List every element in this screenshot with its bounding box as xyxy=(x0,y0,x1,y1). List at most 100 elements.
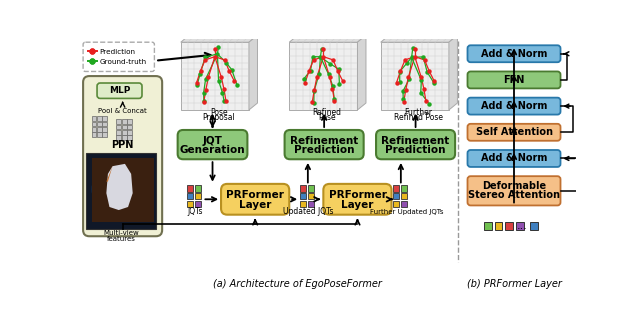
FancyBboxPatch shape xyxy=(178,130,248,159)
Bar xyxy=(531,222,538,230)
Bar xyxy=(102,132,107,137)
Bar xyxy=(187,201,193,207)
Text: Further: Further xyxy=(404,108,433,117)
Bar xyxy=(187,193,193,199)
Bar xyxy=(116,130,121,135)
Polygon shape xyxy=(106,166,113,182)
Bar xyxy=(97,127,102,131)
Text: Generation: Generation xyxy=(180,145,245,155)
Text: Updated JQTs: Updated JQTs xyxy=(283,207,333,216)
FancyBboxPatch shape xyxy=(97,83,142,98)
Text: PRFormer: PRFormer xyxy=(226,190,284,200)
Bar xyxy=(506,222,513,230)
Polygon shape xyxy=(106,164,132,210)
Bar xyxy=(401,185,407,192)
Text: Refinement: Refinement xyxy=(381,136,450,146)
Text: Stereo Attention: Stereo Attention xyxy=(468,190,560,200)
FancyBboxPatch shape xyxy=(83,76,162,236)
FancyBboxPatch shape xyxy=(467,124,561,141)
Text: ...: ... xyxy=(517,221,528,231)
Text: Layer: Layer xyxy=(341,200,374,210)
Text: JQTs: JQTs xyxy=(187,207,202,216)
Text: Prediction: Prediction xyxy=(99,49,136,55)
Text: Prediction: Prediction xyxy=(385,145,446,155)
Bar xyxy=(401,201,407,207)
Bar xyxy=(102,116,107,121)
Circle shape xyxy=(92,160,150,218)
Bar xyxy=(92,122,96,126)
Bar xyxy=(92,127,96,131)
Bar xyxy=(97,132,102,137)
Text: PPN: PPN xyxy=(111,141,134,150)
Bar xyxy=(127,130,132,135)
FancyBboxPatch shape xyxy=(323,184,392,215)
Text: Pool & Concat: Pool & Concat xyxy=(99,108,147,114)
Text: Refined Pose: Refined Pose xyxy=(394,113,443,122)
FancyBboxPatch shape xyxy=(467,45,561,62)
Bar xyxy=(308,193,314,199)
Bar xyxy=(187,185,193,192)
Bar xyxy=(92,116,96,121)
Polygon shape xyxy=(381,35,458,42)
Text: Add & Norm: Add & Norm xyxy=(481,101,547,111)
Bar xyxy=(393,185,399,192)
Bar xyxy=(102,127,107,131)
Polygon shape xyxy=(249,35,257,110)
Polygon shape xyxy=(289,35,366,42)
Text: features: features xyxy=(107,236,136,242)
Bar xyxy=(122,125,127,129)
Text: Layer: Layer xyxy=(239,200,271,210)
Text: Ground-truth: Ground-truth xyxy=(99,59,147,65)
Bar xyxy=(308,201,314,207)
Bar xyxy=(86,153,156,229)
Text: Prediction: Prediction xyxy=(294,145,355,155)
Bar xyxy=(401,193,407,199)
Text: Refinement: Refinement xyxy=(290,136,358,146)
FancyBboxPatch shape xyxy=(285,130,364,159)
Text: (b) PRFormer Layer: (b) PRFormer Layer xyxy=(467,279,561,289)
Bar xyxy=(195,201,201,207)
Text: Further Updated JQTs: Further Updated JQTs xyxy=(371,209,444,215)
Polygon shape xyxy=(180,35,257,42)
Bar xyxy=(381,42,449,110)
Text: Refined: Refined xyxy=(313,108,342,117)
Polygon shape xyxy=(449,35,458,110)
Bar xyxy=(300,193,307,199)
Text: JQT: JQT xyxy=(203,136,223,146)
Bar xyxy=(102,122,107,126)
Bar xyxy=(484,222,492,230)
Text: Proposal: Proposal xyxy=(202,113,235,122)
Bar xyxy=(122,119,127,124)
Bar xyxy=(127,125,132,129)
Text: Deformable: Deformable xyxy=(482,181,546,191)
FancyBboxPatch shape xyxy=(467,150,561,167)
Polygon shape xyxy=(358,35,366,110)
Bar xyxy=(195,193,201,199)
Bar xyxy=(122,135,127,140)
Bar xyxy=(195,185,201,192)
Bar xyxy=(393,201,399,207)
Text: MLP: MLP xyxy=(109,86,130,95)
Text: (a) Architecture of EgoPoseFormer: (a) Architecture of EgoPoseFormer xyxy=(212,279,381,289)
Bar xyxy=(127,135,132,140)
Bar xyxy=(122,130,127,135)
Bar xyxy=(97,116,102,121)
Bar xyxy=(97,122,102,126)
Polygon shape xyxy=(92,158,154,222)
FancyBboxPatch shape xyxy=(376,130,455,159)
FancyBboxPatch shape xyxy=(221,184,289,215)
Bar xyxy=(92,132,96,137)
Bar xyxy=(393,193,399,199)
Text: FFN: FFN xyxy=(503,75,525,85)
Text: Add & Norm: Add & Norm xyxy=(481,154,547,163)
Bar xyxy=(516,222,524,230)
Bar xyxy=(495,222,502,230)
Text: Self Attention: Self Attention xyxy=(476,127,552,137)
Bar xyxy=(308,185,314,192)
Text: Add & Norm: Add & Norm xyxy=(481,49,547,59)
FancyBboxPatch shape xyxy=(467,98,561,114)
Bar xyxy=(116,125,121,129)
Bar xyxy=(300,201,307,207)
Text: Pose: Pose xyxy=(210,108,228,117)
FancyBboxPatch shape xyxy=(467,71,561,88)
